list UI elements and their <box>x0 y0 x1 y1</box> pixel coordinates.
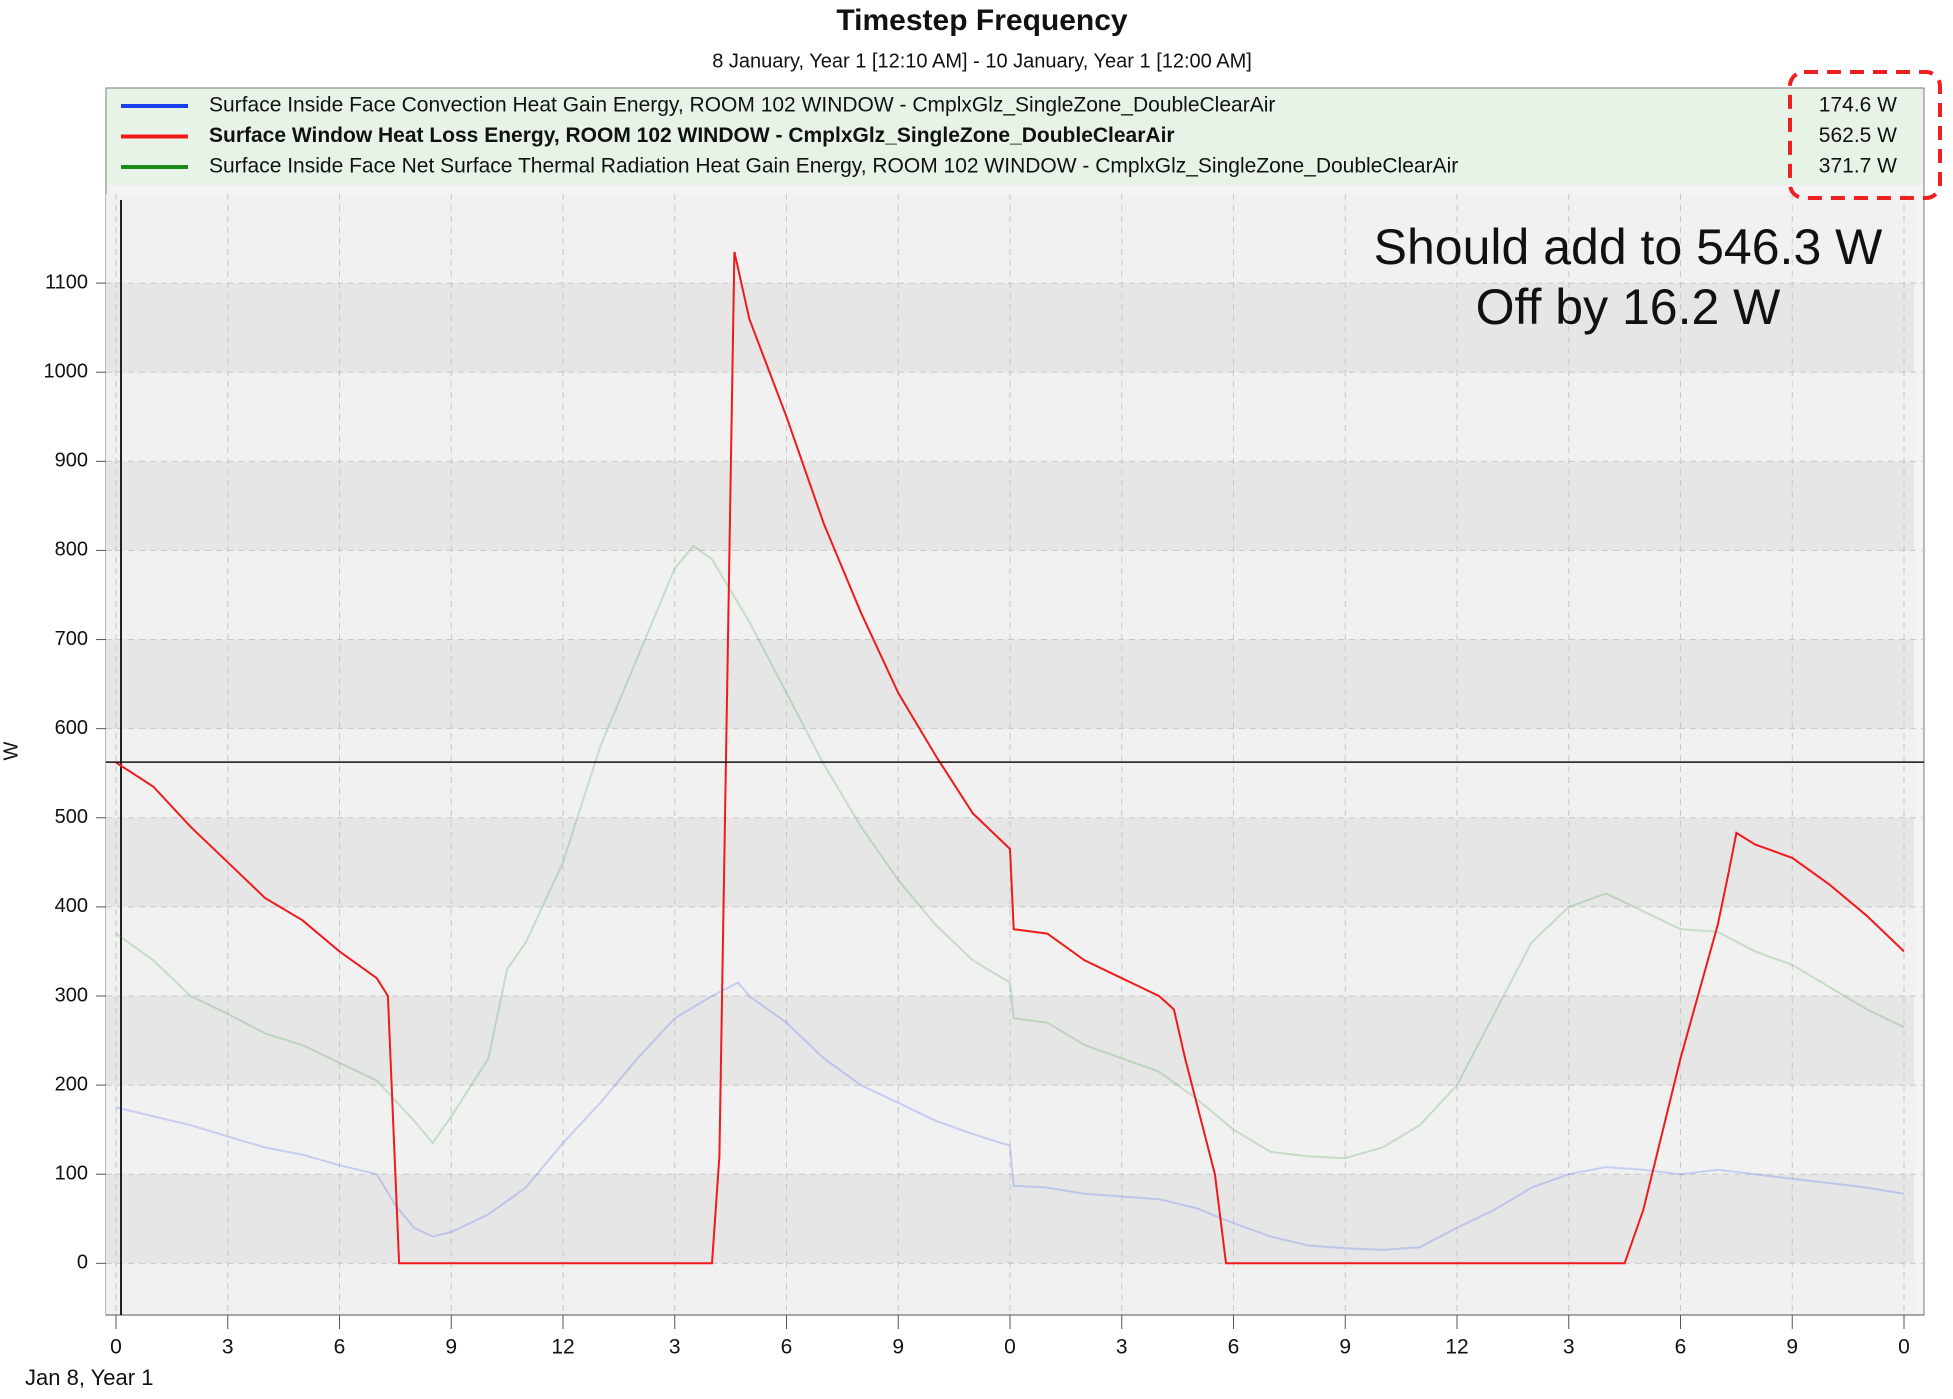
x-axis-label: Jan 8, Year 1 <box>25 1365 153 1390</box>
legend-label: Surface Window Heat Loss Energy, ROOM 10… <box>209 124 1175 147</box>
y-tick-label: 100 <box>55 1162 88 1184</box>
legend-readout: 562.5 W <box>1819 124 1897 147</box>
x-tick-label: 3 <box>1563 1336 1575 1359</box>
x-tick-label: 12 <box>1445 1336 1468 1359</box>
y-tick-label: 700 <box>55 628 88 650</box>
x-tick-label: 3 <box>669 1336 681 1359</box>
y-tick-label: 900 <box>55 450 88 472</box>
x-tick-label: 6 <box>1228 1336 1240 1359</box>
legend-readout: 174.6 W <box>1819 94 1897 117</box>
x-tick-label: 0 <box>1004 1336 1016 1359</box>
x-tick-label: 0 <box>110 1336 122 1359</box>
legend-readout: 371.7 W <box>1819 155 1897 178</box>
y-tick-label: 1100 <box>45 271 88 293</box>
x-tick-label: 9 <box>445 1336 457 1359</box>
y-tick-label: 0 <box>77 1252 88 1274</box>
highlight-box <box>1788 70 1942 200</box>
y-tick-label: 600 <box>55 717 88 739</box>
legend-label: Surface Inside Face Convection Heat Gain… <box>209 94 1275 117</box>
annotation: Should add to 546.3 W <box>1374 219 1883 275</box>
y-tick-label: 500 <box>55 806 88 828</box>
series-line <box>115 251 1905 1265</box>
x-tick-label: 3 <box>222 1336 234 1359</box>
y-tick-label: 800 <box>55 539 88 561</box>
x-tick-label: 9 <box>1339 1336 1351 1359</box>
series-line <box>115 981 1905 1251</box>
legend-label: Surface Inside Face Net Surface Thermal … <box>209 155 1458 178</box>
legend-box <box>107 89 1923 185</box>
x-tick-label: 12 <box>551 1336 574 1359</box>
legend: Surface Inside Face Convection Heat Gain… <box>121 94 1897 178</box>
x-tick-label: 9 <box>1786 1336 1798 1359</box>
y-tick-label: 300 <box>55 984 88 1006</box>
y-axis-label: W <box>0 741 22 760</box>
plot <box>96 194 1924 1329</box>
x-tick-label: 6 <box>1675 1336 1687 1359</box>
x-tick-label: 9 <box>892 1336 904 1359</box>
series-line <box>115 544 1905 1160</box>
chart-subtitle: 8 January, Year 1 [12:10 AM] - 10 Januar… <box>712 50 1252 72</box>
y-tick-label: 200 <box>55 1073 88 1095</box>
y-tick-label: 1000 <box>44 361 89 383</box>
annotation: Off by 16.2 W <box>1476 279 1782 335</box>
y-tick-label: 400 <box>55 895 88 917</box>
x-tick-label: 0 <box>1898 1336 1910 1359</box>
x-tick-label: 3 <box>1116 1336 1128 1359</box>
chart-title: Timestep Frequency <box>836 4 1128 37</box>
x-tick-label: 6 <box>334 1336 346 1359</box>
x-tick-label: 6 <box>781 1336 793 1359</box>
